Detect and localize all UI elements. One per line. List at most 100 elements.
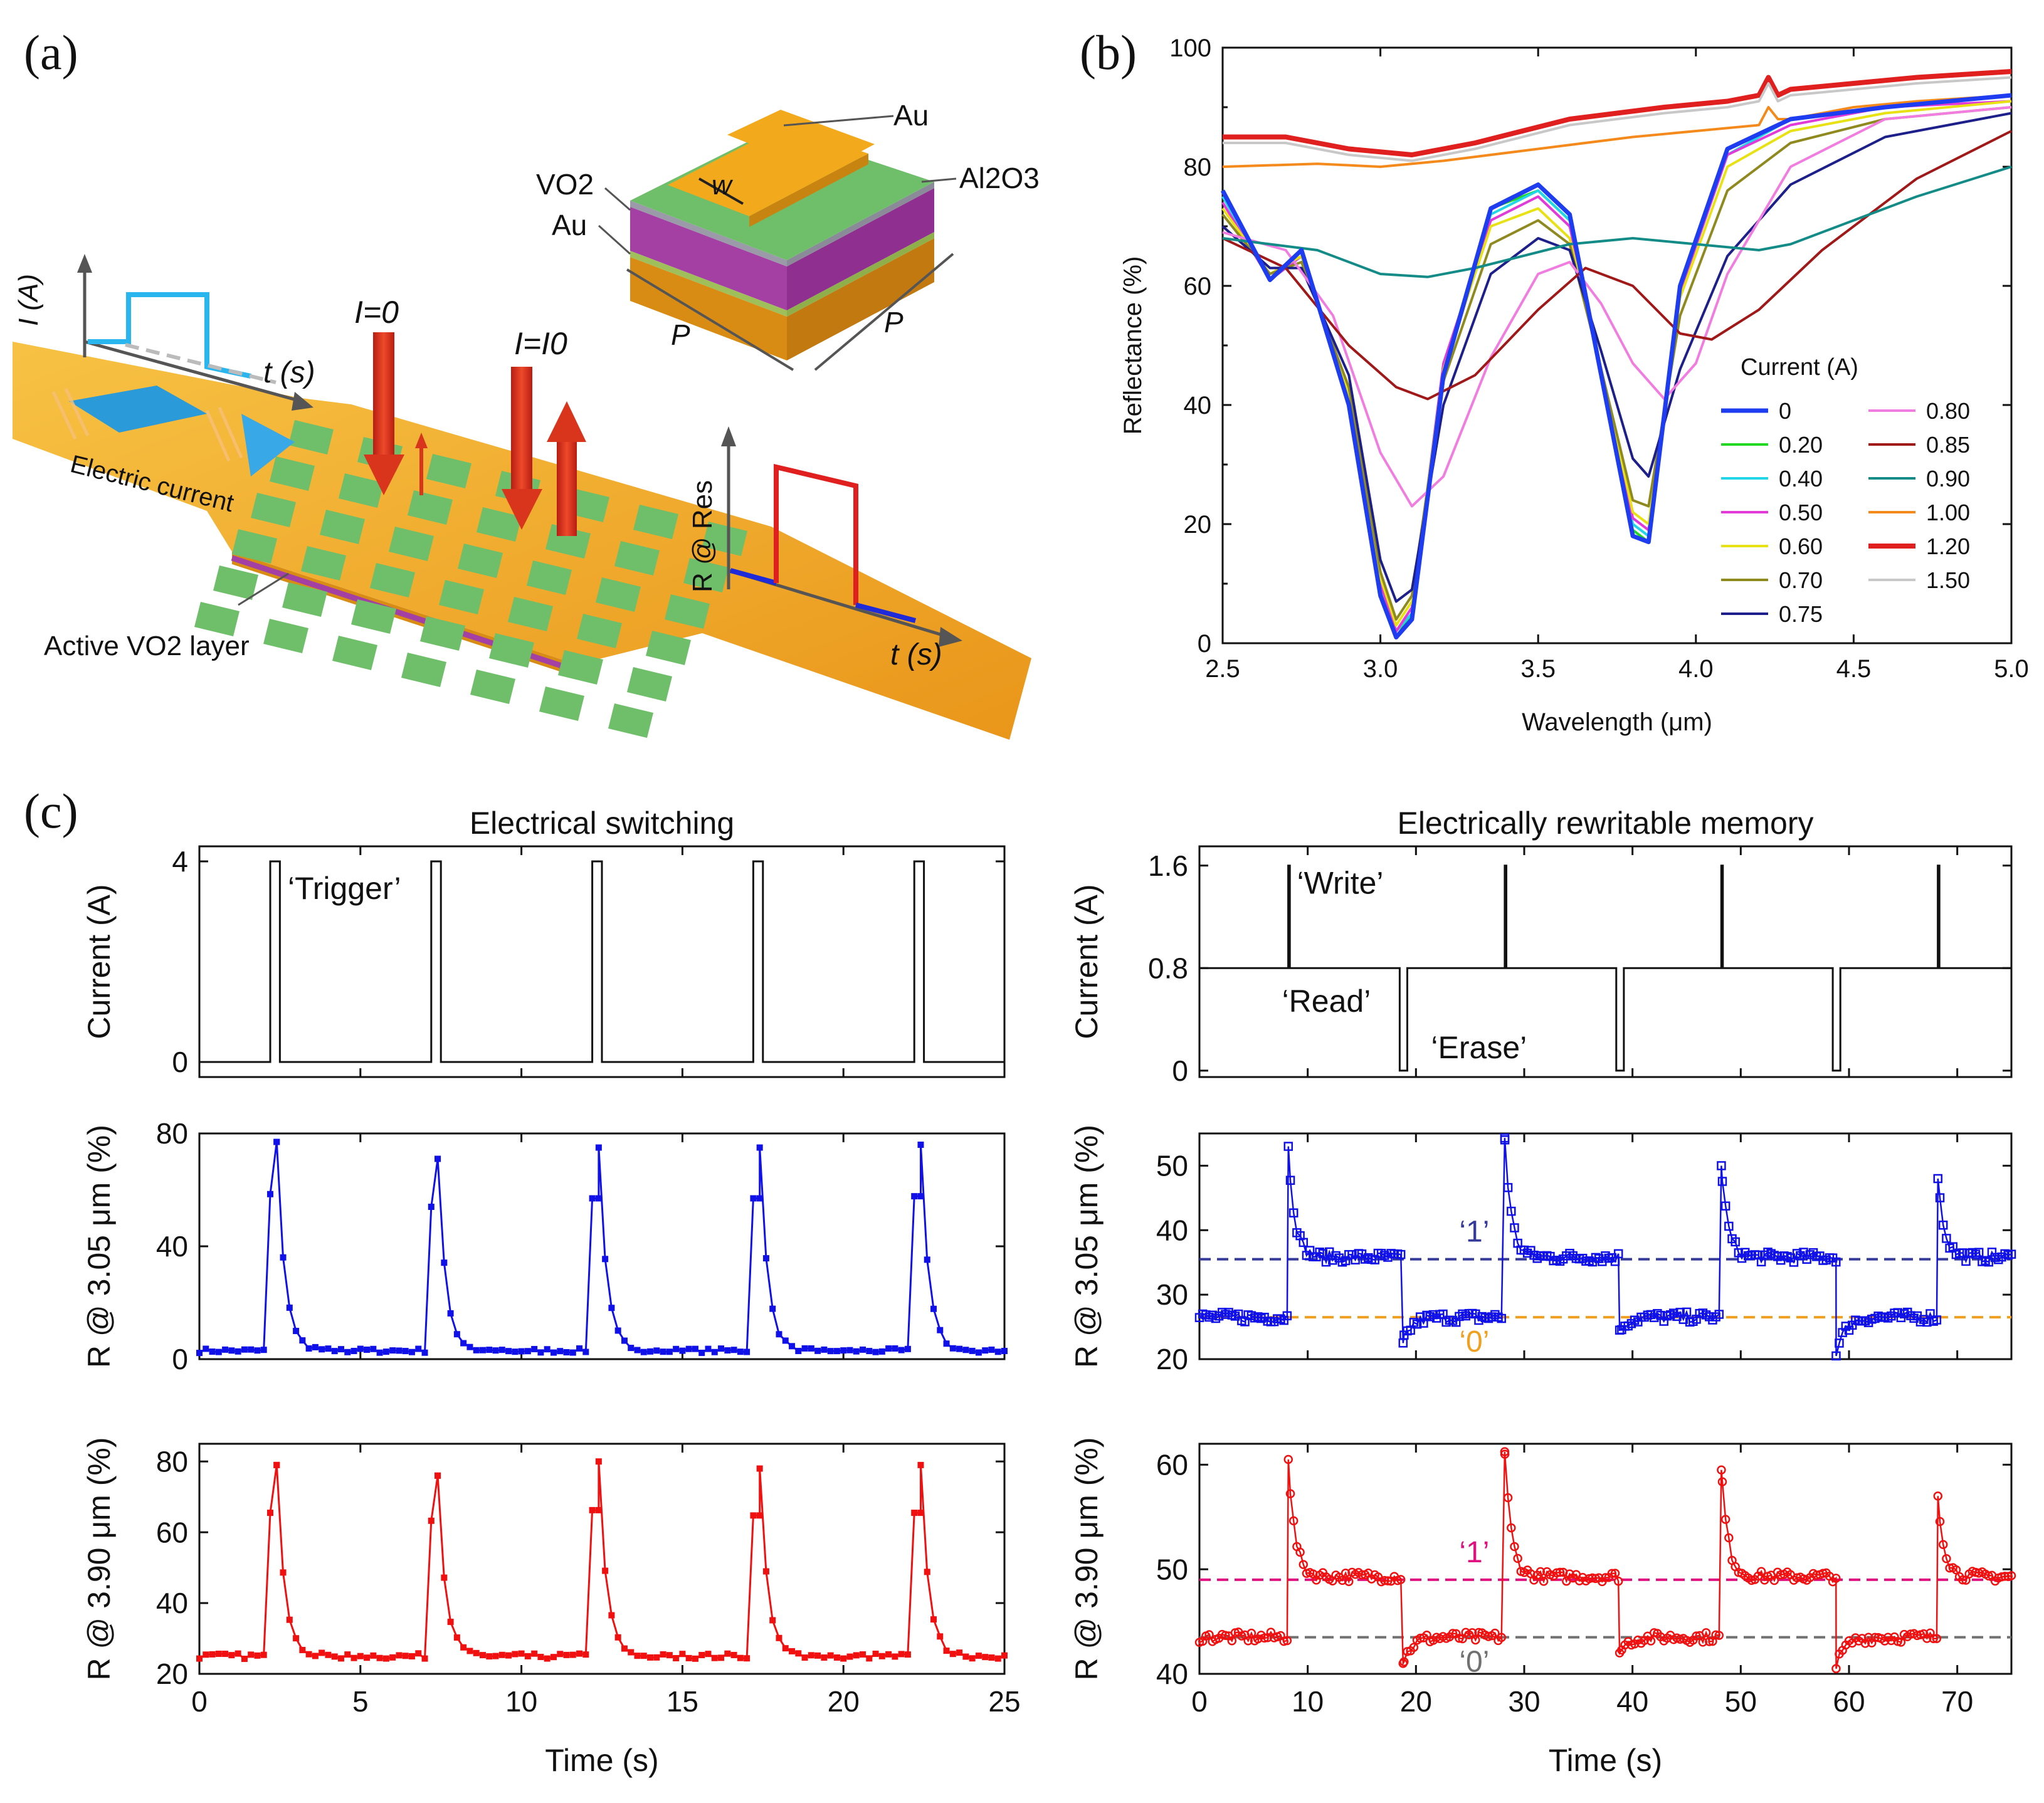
active-layer-leader bbox=[238, 572, 289, 606]
data-point bbox=[196, 1350, 203, 1357]
legend-label-1.20: 1.20 bbox=[1926, 534, 1970, 559]
data-point bbox=[1756, 1567, 1766, 1576]
data-point bbox=[737, 1654, 744, 1661]
r-trace-high bbox=[774, 463, 858, 605]
metasurface-square bbox=[389, 527, 434, 561]
data-point bbox=[937, 1633, 944, 1640]
data-point bbox=[1974, 1248, 1984, 1257]
data-point bbox=[312, 1653, 319, 1659]
data-point bbox=[1932, 1634, 1942, 1643]
data-point bbox=[557, 1651, 564, 1658]
data-point bbox=[872, 1348, 879, 1355]
data-point bbox=[846, 1653, 853, 1660]
data-point bbox=[1932, 1315, 1942, 1325]
data-point bbox=[1717, 1177, 1727, 1186]
metasurface-square bbox=[339, 473, 384, 508]
data-point bbox=[203, 1651, 209, 1658]
metasurface-square bbox=[633, 505, 678, 539]
data-point bbox=[685, 1654, 692, 1661]
data-point bbox=[1613, 1577, 1623, 1586]
state-1-label: ‘1’ bbox=[1459, 1216, 1489, 1249]
w-label: w bbox=[712, 170, 734, 201]
data-point bbox=[1717, 1465, 1726, 1474]
data-point bbox=[808, 1652, 814, 1659]
data-point bbox=[402, 1348, 409, 1355]
data-point bbox=[531, 1345, 538, 1352]
data-point bbox=[718, 1345, 725, 1352]
data-point bbox=[653, 1654, 660, 1661]
current-trace bbox=[1199, 865, 2011, 1072]
data-point bbox=[930, 1305, 937, 1312]
x-tick-label: 3.5 bbox=[1520, 655, 1556, 683]
data-point bbox=[331, 1653, 338, 1660]
data-point bbox=[544, 1346, 551, 1353]
data-point bbox=[215, 1651, 222, 1658]
data-point bbox=[1503, 1493, 1513, 1503]
data-point bbox=[982, 1654, 989, 1661]
metasurface-square bbox=[646, 631, 691, 665]
data-point bbox=[762, 1568, 769, 1575]
state-0-label: ‘0’ bbox=[1459, 1325, 1489, 1359]
legend-label-0.90: 0.90 bbox=[1926, 466, 1970, 491]
data-point bbox=[518, 1348, 525, 1355]
i-axis-arrow bbox=[77, 254, 92, 273]
data-point bbox=[1448, 1629, 1458, 1638]
data-point bbox=[821, 1346, 828, 1353]
metasurface-square bbox=[665, 594, 710, 629]
data-point bbox=[949, 1345, 956, 1352]
current-source-pad bbox=[69, 386, 207, 433]
data-point bbox=[1984, 1257, 1993, 1267]
x-tick-label: 40 bbox=[1616, 1685, 1648, 1718]
y-tick-label: 20 bbox=[1156, 1343, 1188, 1375]
device-schematic: Electric current I (A) t (s) I=0 I=I0 bbox=[13, 99, 1040, 740]
legend-label-0.20: 0.20 bbox=[1779, 432, 1823, 458]
data-point bbox=[1510, 1223, 1519, 1233]
data-point bbox=[595, 1458, 602, 1465]
data-point bbox=[524, 1653, 531, 1659]
data-point bbox=[660, 1348, 666, 1355]
metasurface-square bbox=[288, 420, 334, 455]
data-point bbox=[892, 1653, 898, 1660]
data-point bbox=[1295, 1547, 1305, 1557]
data-point bbox=[582, 1348, 589, 1355]
data-point bbox=[705, 1345, 712, 1352]
data-point bbox=[628, 1649, 635, 1656]
data-point bbox=[744, 1348, 751, 1355]
state-0-label: ‘0’ bbox=[1459, 1646, 1489, 1679]
data-point bbox=[660, 1651, 666, 1658]
memory-c_mem_r305-chart: 20 30 40 50 R @ 3.05 μm (%) ‘1’ ‘0’ bbox=[1069, 1125, 2016, 1375]
chart-title: Electrically rewritable memory bbox=[1397, 806, 1813, 841]
data-point bbox=[524, 1348, 531, 1355]
data-point bbox=[628, 1345, 635, 1352]
data-point bbox=[1831, 1351, 1841, 1361]
data-point bbox=[917, 1193, 924, 1200]
plot-frame bbox=[198, 845, 1006, 1078]
y-axis-label: R @ 3.90 μm (%) bbox=[1069, 1438, 1104, 1681]
series-line-0.70 bbox=[1221, 106, 2012, 621]
y-tick-label: 40 bbox=[156, 1587, 188, 1619]
metasurface-square bbox=[702, 522, 747, 556]
data-point bbox=[776, 1634, 782, 1641]
data-point bbox=[260, 1347, 267, 1354]
data-point bbox=[911, 1510, 918, 1517]
data-point bbox=[1341, 1569, 1351, 1578]
data-point bbox=[492, 1653, 499, 1659]
x-tick-label: 15 bbox=[666, 1685, 698, 1718]
data-point bbox=[846, 1347, 853, 1354]
data-point bbox=[1455, 1633, 1464, 1643]
panel-label-b: (b) bbox=[1080, 25, 1137, 80]
data-point bbox=[460, 1644, 467, 1651]
metasurface-square bbox=[614, 541, 660, 576]
metasurface-square bbox=[470, 670, 515, 704]
data-point bbox=[756, 1512, 763, 1519]
data-point bbox=[376, 1349, 383, 1356]
panel-label-c: (c) bbox=[24, 784, 78, 838]
metasurface-square bbox=[408, 490, 453, 525]
series-line-1.20 bbox=[1223, 69, 2012, 157]
data-point bbox=[1607, 1569, 1617, 1579]
data-point bbox=[415, 1345, 422, 1352]
data-point bbox=[1500, 1449, 1510, 1459]
y-axis-label: Current (A) bbox=[82, 884, 117, 1039]
x-axis-label: Time (s) bbox=[545, 1743, 658, 1778]
